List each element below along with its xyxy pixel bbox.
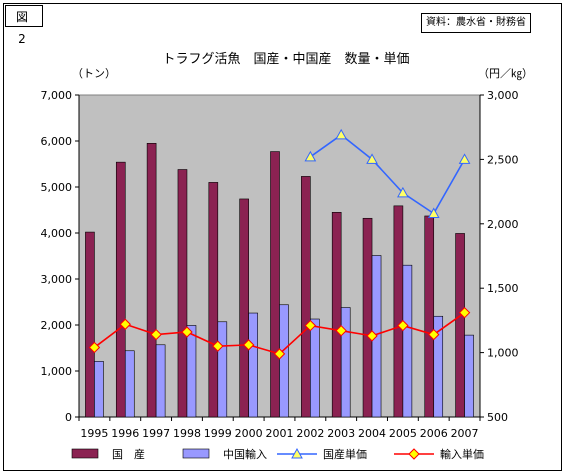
- point-series-3: [181, 326, 193, 338]
- y-left-tick-label: 6,000: [41, 135, 73, 148]
- bar-series-0: [146, 143, 157, 418]
- y-right-tick-label: 1,000: [487, 347, 519, 360]
- point-series-3: [408, 448, 420, 460]
- x-tick-label: 2006: [420, 427, 448, 440]
- x-tick-label: 1995: [80, 427, 108, 440]
- legend-swatch-1: [182, 448, 210, 459]
- y-left-tick-label: 3,000: [41, 273, 73, 286]
- point-series-3: [242, 339, 255, 351]
- point-series-3: [458, 306, 471, 319]
- point-series-3: [397, 319, 409, 332]
- y-left-tick-label: 4,000: [41, 227, 73, 240]
- bar-series-0: [177, 169, 188, 418]
- bar-series-1: [217, 321, 228, 418]
- y-left-axis-label: （トン）: [72, 67, 116, 80]
- bar-series-0: [270, 151, 280, 418]
- point-series-2: [397, 186, 409, 198]
- point-series-2: [291, 447, 303, 459]
- bar-series-1: [279, 304, 289, 418]
- point-series-3: [212, 340, 224, 352]
- point-series-3: [273, 348, 286, 360]
- y-left-tick-label: 1,000: [41, 365, 73, 378]
- bar-series-1: [310, 318, 320, 418]
- x-tick-label: 2001: [266, 427, 294, 440]
- y-left-tick-label: 0: [65, 411, 72, 424]
- bar-series-0: [331, 212, 342, 418]
- bar-series-1: [402, 264, 413, 418]
- point-series-3: [150, 328, 162, 341]
- point-series-2: [366, 153, 378, 164]
- bar-series-1: [124, 350, 135, 418]
- source-note: 資料：農水省・財務省: [421, 13, 531, 33]
- x-tick-label: 2002: [296, 427, 324, 440]
- bar-series-0: [239, 198, 249, 418]
- bar-series-0: [85, 231, 95, 418]
- bar-series-1: [186, 325, 197, 418]
- bar-series-1: [94, 361, 104, 418]
- point-series-3: [304, 319, 317, 332]
- bar-series-1: [464, 334, 474, 418]
- bar-series-1: [155, 344, 166, 418]
- x-tick-label: 2005: [389, 427, 417, 440]
- point-series-2: [427, 207, 440, 218]
- y-right-tick-label: 500: [487, 411, 508, 424]
- y-left-tick-label: 2,000: [41, 319, 73, 332]
- point-series-3: [428, 328, 440, 341]
- point-series-2: [335, 128, 348, 140]
- point-series-3: [335, 324, 347, 337]
- bar-series-0: [301, 176, 311, 418]
- point-series-3: [88, 341, 101, 354]
- y-right-tick-label: 3,000: [487, 89, 519, 102]
- x-tick-label: 1997: [142, 427, 170, 440]
- bar-series-1: [248, 312, 258, 418]
- y-right-tick-label: 2,000: [487, 218, 519, 231]
- x-tick-label: 1999: [204, 427, 232, 440]
- chart-title: トラフグ活魚 国産・中国産 数量・単価: [162, 51, 409, 67]
- legend-label-0: 国 産: [112, 448, 145, 461]
- x-tick-label: 1998: [173, 427, 201, 440]
- y-right-tick-label: 1,500: [487, 282, 519, 295]
- x-tick-label: 2003: [327, 427, 355, 440]
- legend-label-2: 国産単価: [323, 447, 367, 461]
- point-series-3: [366, 330, 378, 342]
- x-tick-label: 2007: [451, 427, 479, 440]
- plot-area: 0 1,000 2,000 3,000 4,000 5,000 6,000 7,000 500 1…: [41, 89, 519, 440]
- legend-label-1: 中国輸入: [223, 447, 267, 461]
- bar-series-0: [455, 233, 465, 418]
- x-tick-label: 2000: [235, 427, 263, 440]
- legend-swatch-0: [71, 448, 99, 459]
- y-left-tick-label: 5,000: [41, 181, 73, 194]
- point-series-2: [458, 153, 471, 164]
- legend-label-3: 輸入単価: [440, 447, 484, 461]
- legend: 国 産 中国輸入 国産単価 輸入単価: [71, 447, 484, 461]
- y-right-tick-label: 2,500: [487, 153, 519, 166]
- point-series-3: [119, 318, 131, 330]
- point-series-2: [304, 150, 317, 162]
- bar-series-0: [208, 182, 219, 418]
- bar-series-1: [340, 307, 351, 418]
- y-left-tick-label: 7,000: [41, 89, 73, 102]
- figure-label: 図 2: [5, 5, 44, 46]
- figure-frame: [3, 3, 562, 471]
- x-tick-label: 1996: [111, 427, 139, 440]
- bar-series-0: [362, 217, 373, 418]
- x-tick-label: 2004: [358, 427, 386, 440]
- bar-series-0: [424, 215, 435, 418]
- y-right-axis-label: （円／㎏）: [478, 67, 533, 80]
- bar-series-0: [393, 205, 404, 418]
- bar-series-1: [433, 315, 444, 418]
- bar-series-0: [115, 161, 126, 418]
